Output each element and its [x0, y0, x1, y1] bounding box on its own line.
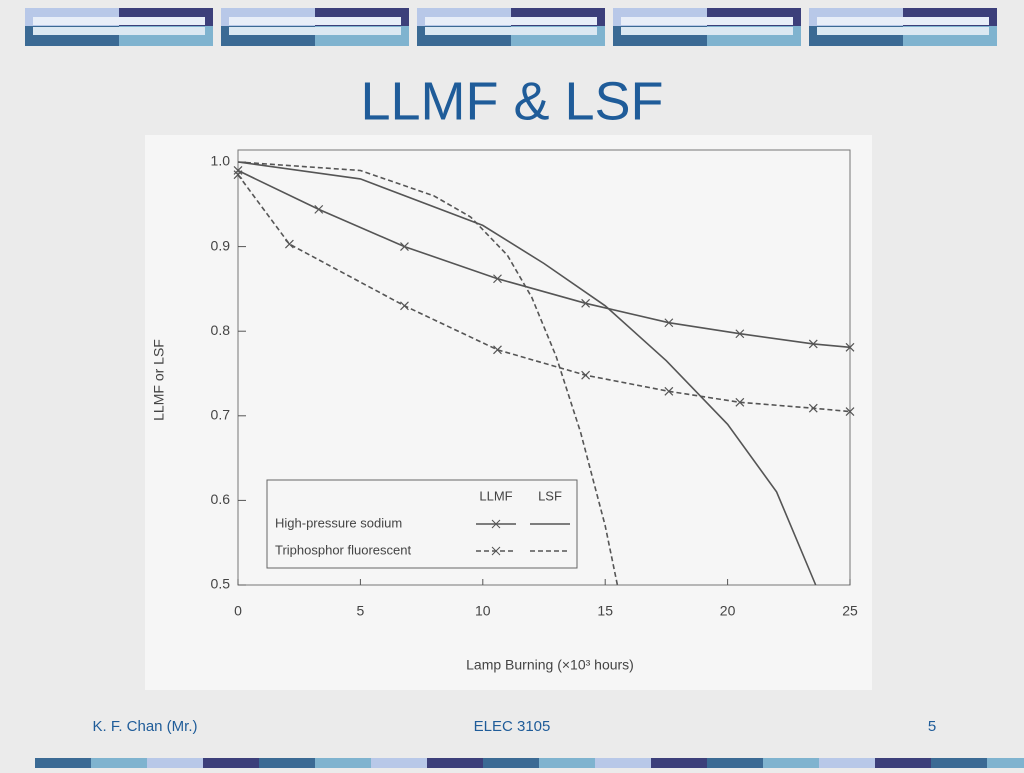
legend-label: High-pressure sodium [275, 515, 402, 530]
deco-block [931, 758, 987, 768]
deco-block [229, 17, 401, 25]
deco-block [91, 758, 147, 768]
marker [845, 407, 855, 416]
y-tick-label: 0.6 [211, 491, 231, 507]
deco-block [763, 758, 819, 768]
marker [581, 298, 591, 308]
marker [808, 339, 818, 349]
x-tick-label: 5 [357, 603, 365, 619]
deco-block [33, 17, 205, 25]
marker [314, 204, 324, 214]
y-tick-label: 0.8 [211, 322, 231, 338]
deco-block [259, 758, 315, 768]
y-tick-label: 1.0 [211, 153, 231, 169]
top-decoration [25, 8, 997, 46]
deco-block [595, 758, 651, 768]
deco-block [819, 758, 875, 768]
deco-block [35, 758, 91, 768]
x-tick-label: 10 [475, 603, 491, 619]
marker [493, 345, 502, 355]
plot-frame [237, 149, 851, 586]
series-line [237, 161, 619, 586]
figure-background [145, 135, 872, 690]
legend-label: Triphosphor fluorescent [275, 542, 411, 557]
deco-block [817, 27, 989, 35]
deco-block [229, 27, 401, 35]
deco-block [621, 17, 793, 25]
legend-marker [491, 546, 501, 556]
series-line [237, 161, 817, 586]
chart: 0.5 0.6 0.7 0.8 0.9 1.0 0 5 10 15 20 25 Lamp Burning… [151, 149, 858, 673]
legend-column-header: LSF [538, 488, 562, 503]
y-tick-label: 0.7 [211, 407, 231, 423]
deco-block [817, 17, 989, 25]
deco-block [707, 758, 763, 768]
deco-block [203, 758, 259, 768]
bottom-decoration [35, 758, 1024, 768]
x-tick-label: 0 [234, 603, 242, 619]
deco-block [425, 27, 597, 35]
legend-column-header: LLMF [479, 488, 512, 503]
marker [808, 403, 818, 413]
deco-block [147, 758, 203, 768]
marker [664, 318, 674, 328]
y-tick-label: 0.9 [211, 237, 231, 253]
marker [400, 242, 409, 252]
marker [284, 239, 294, 249]
deco-block [315, 758, 371, 768]
marker [735, 397, 745, 407]
marker [581, 370, 591, 380]
deco-block [621, 27, 793, 35]
deco-block [371, 758, 427, 768]
footer-left: K. F. Chan (Mr.) [92, 718, 197, 735]
deco-block [651, 758, 707, 768]
y-axis-label: LLMF or LSF [151, 339, 167, 421]
x-tick-label: 15 [597, 603, 613, 619]
deco-block [539, 758, 595, 768]
marker [845, 342, 855, 352]
deco-block [987, 758, 1024, 768]
slide-title: LLMF & LSF [360, 71, 663, 131]
marker [664, 386, 674, 396]
marker [233, 170, 243, 180]
deco-block [425, 17, 597, 25]
x-tick-label: 20 [720, 603, 736, 619]
marker [735, 329, 745, 339]
legend-box [266, 479, 578, 569]
y-tick-label: 0.5 [211, 576, 231, 592]
x-tick-label: 25 [842, 603, 858, 619]
deco-block [875, 758, 931, 768]
marker [400, 301, 409, 311]
x-axis-label: Lamp Burning (×10³ hours) [466, 657, 634, 673]
page-number: 5 [928, 718, 936, 735]
deco-block [427, 758, 483, 768]
deco-block [33, 27, 205, 35]
marker [493, 274, 502, 284]
deco-block [483, 758, 539, 768]
marker [233, 166, 243, 175]
footer-center: ELEC 3105 [474, 718, 551, 735]
legend-marker [491, 519, 501, 529]
